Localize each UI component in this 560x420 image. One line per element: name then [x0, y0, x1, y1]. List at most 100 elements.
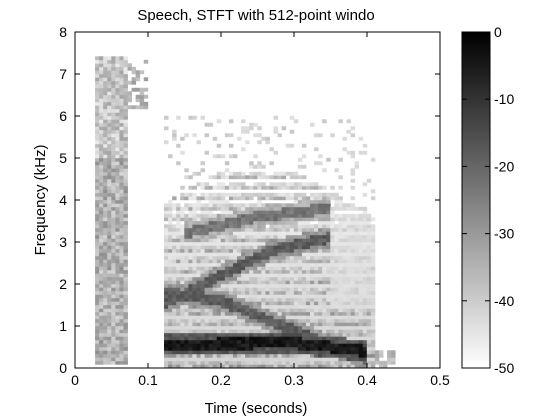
spectrogram-cell [176, 315, 181, 320]
spectrogram-cell [245, 357, 250, 362]
spectrogram-cell [172, 273, 177, 278]
spectrogram-cell [119, 360, 124, 365]
spectrogram-cell [232, 273, 238, 278]
spectrogram-cell [103, 59, 108, 64]
spectrogram-cell [330, 276, 335, 281]
spectrogram-cell [107, 192, 112, 197]
spectrogram-cell [216, 304, 222, 309]
spectrogram-cell [358, 259, 364, 264]
spectrogram-cell [95, 84, 100, 89]
spectrogram-cell [358, 241, 364, 246]
spectrogram-cell [257, 224, 262, 229]
spectrogram-cell [99, 220, 104, 225]
spectrogram-cell [123, 360, 128, 365]
spectrogram-cell [245, 210, 250, 215]
spectrogram-cell [314, 224, 319, 229]
spectrogram-cell [269, 252, 274, 257]
spectrogram-cell [192, 115, 197, 120]
x-tick-label: 0 [71, 372, 79, 388]
spectrogram-cell [95, 227, 100, 232]
spectrogram-cell [123, 101, 128, 106]
spectrogram-cell [265, 210, 270, 215]
spectrogram-cell [168, 266, 173, 271]
spectrogram-cell [330, 311, 335, 316]
spectrogram-cell [257, 287, 262, 292]
spectrogram-cell [192, 311, 197, 316]
spectrogram-cell [334, 294, 339, 299]
spectrogram-cell [305, 262, 311, 267]
spectrogram-cell [99, 164, 104, 169]
spectrogram-cell [184, 231, 189, 236]
spectrogram-cell [277, 360, 283, 365]
spectrogram-cell [168, 220, 173, 225]
spectrogram-cell [330, 266, 335, 271]
spectrogram-cell [180, 238, 185, 243]
spectrogram-cell [103, 168, 108, 173]
spectrogram-cell [370, 297, 376, 302]
spectrogram-cell [273, 206, 278, 211]
spectrogram-cell [107, 147, 112, 152]
spectrogram-cell [216, 336, 222, 341]
spectrogram-cell [305, 213, 311, 218]
spectrogram-cell [318, 238, 323, 243]
spectrogram-cell [350, 350, 356, 355]
spectrogram-cell [143, 101, 149, 106]
spectrogram-cell [99, 150, 104, 155]
spectrogram-cell [188, 318, 193, 323]
spectrogram-cell [362, 343, 368, 348]
spectrogram-cell [342, 360, 347, 365]
spectrogram-cell [111, 73, 116, 78]
spectrogram-cell [168, 350, 173, 355]
spectrogram-cell [338, 252, 343, 257]
spectrogram-cell [212, 154, 218, 159]
spectrogram-cell [350, 318, 356, 323]
spectrogram-cell [99, 248, 104, 253]
spectrogram-cell [115, 192, 120, 197]
spectrogram-cell [370, 241, 376, 246]
spectrogram-cell [208, 325, 214, 330]
spectrogram-cell [314, 318, 319, 323]
spectrogram-cell [208, 336, 214, 341]
spectrogram-cell [269, 241, 274, 246]
spectrogram-cell [200, 248, 205, 253]
spectrogram-cell [285, 290, 291, 295]
spectrogram-cell [176, 231, 181, 236]
spectrogram-cell [334, 308, 339, 313]
spectrogram-cell [241, 248, 246, 253]
spectrogram-cell [95, 171, 100, 176]
spectrogram-cell [188, 325, 193, 330]
spectrogram-cell [277, 241, 283, 246]
spectrogram-cell [249, 311, 254, 316]
spectrogram-cell [220, 329, 226, 334]
spectrogram-cell [107, 140, 112, 145]
spectrogram-cell [196, 364, 201, 368]
spectrogram-cell [184, 203, 189, 208]
spectrogram-cell [200, 206, 205, 211]
spectrogram-cell [115, 77, 120, 82]
spectrogram-cell [370, 269, 376, 274]
spectrogram-cell [204, 332, 210, 337]
spectrogram-cell [285, 192, 291, 197]
spectrogram-cell [326, 157, 331, 162]
spectrogram-cell [111, 56, 116, 61]
spectrogram-cell [350, 234, 356, 239]
spectrogram-cell [350, 276, 356, 281]
spectrogram-cell [99, 196, 104, 201]
spectrogram-cell [95, 122, 100, 127]
spectrogram-cell [224, 287, 230, 292]
spectrogram-cell [277, 220, 283, 225]
spectrogram-cell [200, 304, 205, 309]
spectrogram-cell [293, 325, 299, 330]
spectrogram-cell [305, 329, 311, 334]
spectrogram-cell [338, 227, 343, 232]
spectrogram-cell [261, 294, 266, 299]
spectrogram-cell [107, 59, 112, 64]
spectrogram-cell [354, 287, 360, 292]
spectrogram-cell [342, 147, 347, 152]
spectrogram-cell [314, 203, 319, 208]
spectrogram-cell [253, 283, 258, 288]
spectrogram-cell [253, 133, 258, 138]
spectrogram-cell [123, 80, 128, 85]
spectrogram-cell [338, 266, 343, 271]
spectrogram-cell [358, 343, 364, 348]
